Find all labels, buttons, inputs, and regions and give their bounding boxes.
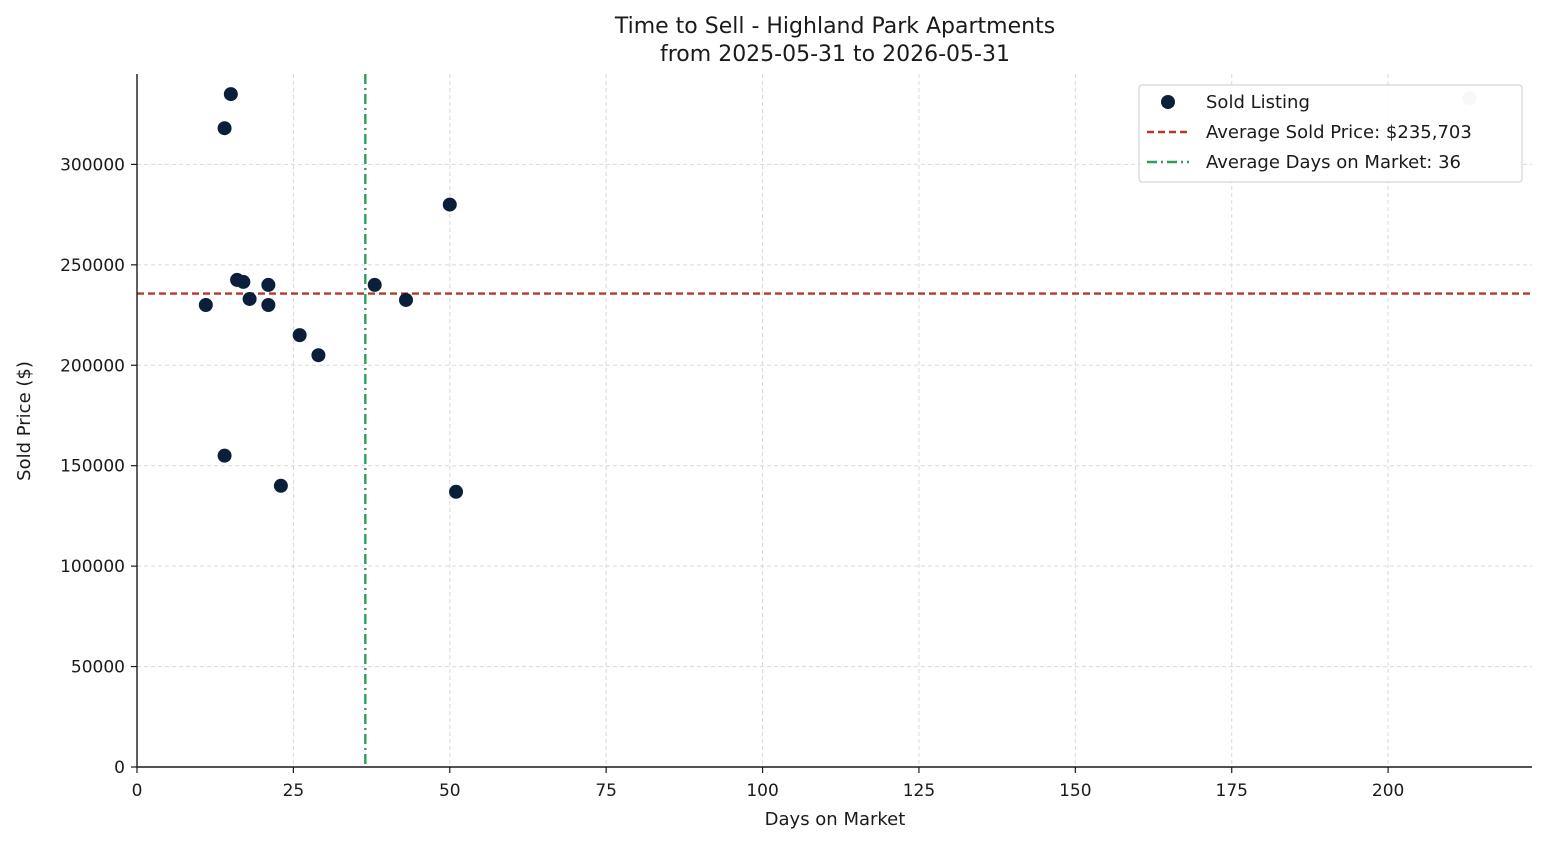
legend-marker-sold-listing xyxy=(1161,95,1175,109)
sold-listing-point xyxy=(449,484,464,499)
tick-labels: 0 25 50 75 100 125 150 175 200 0 50000 100000 150000… xyxy=(60,155,1404,801)
sold-listing-point xyxy=(242,291,257,306)
y-tick-label: 100000 xyxy=(60,557,125,577)
x-tick-label: 0 xyxy=(132,781,143,801)
sold-listing-point xyxy=(261,298,276,312)
legend-box xyxy=(1138,84,1523,183)
legend: Sold Listing Average Sold Price: $235,70… xyxy=(1138,84,1523,183)
y-tick-label: 250000 xyxy=(60,256,125,276)
data-points xyxy=(198,87,1477,499)
y-tick-label: 0 xyxy=(114,758,125,778)
legend-label-avg-days: Average Days on Market: 36 xyxy=(1206,152,1461,173)
x-tick-label: 200 xyxy=(1372,781,1404,801)
sold-listing-point xyxy=(398,292,413,307)
sold-listing-point xyxy=(236,274,251,289)
y-tick-label: 150000 xyxy=(60,457,125,477)
sold-listing-point xyxy=(367,277,382,292)
y-tick-label: 300000 xyxy=(60,155,125,175)
sold-listing-point xyxy=(217,121,232,136)
x-tick-label: 175 xyxy=(1216,781,1248,801)
sold-listing-point xyxy=(223,87,238,102)
y-axis-label: Sold Price ($) xyxy=(14,361,35,481)
x-axis-label: Days on Market xyxy=(765,809,906,830)
y-tick-label: 200000 xyxy=(60,356,125,376)
x-tick-label: 150 xyxy=(1059,781,1091,801)
sold-listing-point xyxy=(311,348,326,363)
chart-title-line2: from 2025-05-31 to 2026-05-31 xyxy=(660,42,1010,67)
axes xyxy=(136,74,1532,768)
x-tick-label: 125 xyxy=(903,781,935,801)
y-tick-label: 50000 xyxy=(71,658,125,678)
x-tick-label: 25 xyxy=(283,781,305,801)
legend-label-avg-price: Average Sold Price: $235,703 xyxy=(1206,122,1472,143)
reference-lines xyxy=(137,74,1532,767)
x-tick-label: 75 xyxy=(595,781,617,801)
sold-listing-point xyxy=(261,277,276,292)
sold-listing-point xyxy=(198,298,213,312)
legend-label-sold-listing: Sold Listing xyxy=(1206,92,1310,113)
sold-listing-point xyxy=(442,197,457,212)
x-tick-label: 100 xyxy=(746,781,778,801)
sold-listing-point xyxy=(292,328,307,343)
sold-listing-point xyxy=(273,478,288,493)
x-tick-label: 50 xyxy=(439,781,461,801)
chart-title-line1: Time to Sell - Highland Park Apartments xyxy=(614,14,1055,39)
sold-listing-point xyxy=(217,448,232,463)
